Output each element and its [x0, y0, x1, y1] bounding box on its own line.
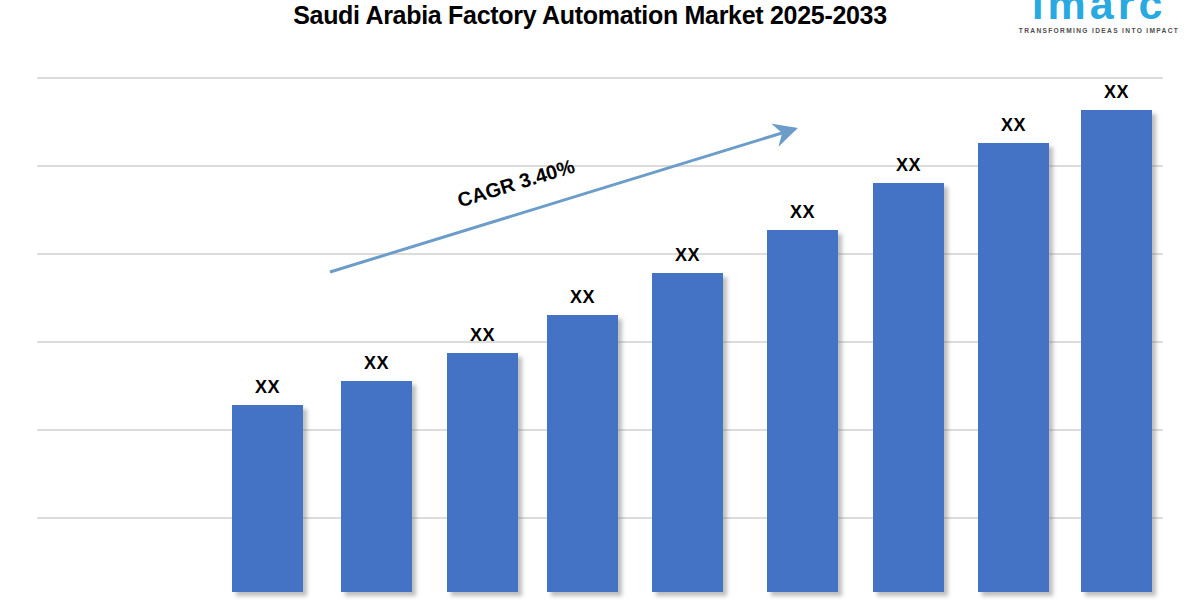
bar-2033 — [1081, 110, 1152, 592]
cagr-annotation-label: CAGR 3.40% — [426, 137, 607, 229]
bar-value-label: XX — [963, 115, 1064, 136]
bar-2027 — [447, 353, 518, 592]
bar-2028 — [547, 315, 618, 592]
bar-value-label: XX — [326, 353, 427, 374]
bar-2029 — [652, 273, 723, 592]
bar-2031 — [873, 183, 944, 592]
bar-value-label: XX — [217, 377, 318, 398]
infographic-canvas: Saudi Arabia Factory Automation Market 2… — [0, 0, 1200, 600]
bar-2032 — [978, 143, 1049, 592]
bar-value-label: XX — [432, 325, 533, 346]
bar-value-label: XX — [1066, 82, 1167, 103]
bar-value-label: XX — [752, 202, 853, 223]
bar-value-label: XX — [637, 245, 738, 266]
bar-2026 — [341, 381, 412, 592]
chart-title: Saudi Arabia Factory Automation Market 2… — [0, 1, 1180, 30]
bar-value-label: XX — [532, 287, 633, 308]
gridline — [37, 77, 1163, 79]
imarc-logo: imarc TRANSFORMING IDEAS INTO IMPACT — [1014, 0, 1184, 34]
bar-2030 — [767, 230, 838, 592]
bar-value-label: XX — [858, 155, 959, 176]
imarc-logo-tagline: TRANSFORMING IDEAS INTO IMPACT — [1014, 27, 1184, 34]
imarc-logo-wordmark: imarc — [1014, 0, 1184, 26]
bar-2025 — [232, 405, 303, 592]
